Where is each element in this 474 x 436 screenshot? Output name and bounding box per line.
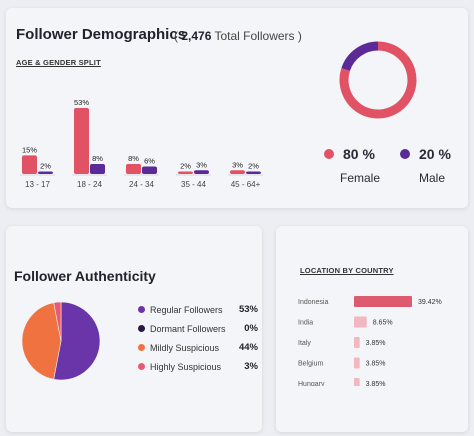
auth-item-label: Highly Suspicious [150, 361, 222, 372]
mild-dot [138, 344, 145, 351]
auth-item-label: Mildly Suspicious [150, 342, 220, 353]
auth-item-mild: Mildly Suspicious 44% [138, 342, 258, 353]
female-label: Female [340, 171, 381, 185]
auth-item-dormant: Dormant Followers 0% [138, 323, 258, 334]
bar-male [38, 171, 53, 174]
x-tick-label: 45 - 64+ [231, 180, 261, 188]
x-tick-label: 18 - 24 [77, 180, 102, 188]
bar-female [126, 164, 141, 174]
bar-female [178, 171, 193, 174]
authenticity-card: Follower Authenticity Regular Followers … [6, 226, 262, 432]
authenticity-pie-chart [21, 301, 101, 381]
auth-item-value: 0% [244, 323, 258, 334]
bar-value-label: 8.65% [373, 320, 393, 327]
y-tick-label: Italy [298, 340, 311, 347]
country-bar [354, 296, 412, 307]
pie-slice-mildly-suspicious [21, 302, 62, 380]
auth-item-regular: Regular Followers 53% [138, 304, 258, 315]
gender-donut-chart [339, 41, 417, 119]
bar-value-label: 3% [196, 160, 207, 169]
auth-item-value: 53% [238, 304, 258, 315]
auth-item-value: 3% [244, 361, 258, 372]
demographics-card: Follower Demographics ( 2,476 Total Foll… [6, 8, 468, 208]
bar-value-label: 8% [92, 154, 103, 163]
pie-slice-regular-followers [53, 301, 101, 381]
total-followers: ( 2,476 Total Followers ) [174, 29, 302, 43]
bar-male [194, 170, 209, 174]
bar-value-label: 6% [144, 157, 155, 166]
auth-item-label: Regular Followers [150, 304, 223, 315]
demographics-title: Follower Demographics [16, 26, 187, 43]
location-label: LOCATION BY COUNTRY [300, 266, 394, 275]
total-followers-label: Total Followers [214, 29, 295, 43]
location-card: LOCATION BY COUNTRY Indonesia 39.42% India… [276, 226, 468, 432]
bar-value-label: 3.85% [366, 361, 386, 368]
authenticity-title: Follower Authenticity [14, 268, 156, 284]
y-tick-label: Indonesia [298, 299, 328, 306]
x-tick-label: 35 - 44 [181, 180, 206, 188]
male-label: Male [419, 171, 446, 185]
y-tick-label: India [298, 320, 313, 327]
country-bar [354, 316, 367, 328]
female-pct: 80 % [343, 146, 375, 162]
donut-segment-female [339, 41, 417, 119]
country-bar [354, 357, 360, 369]
auth-item-value: 44% [238, 342, 258, 353]
total-followers-count: 2,476 [181, 29, 212, 43]
auth-item-label: Dormant Followers [150, 323, 226, 334]
male-legend: 20 % [400, 146, 451, 162]
bar-value-label: 3.85% [366, 381, 386, 386]
y-tick-label: Belgium [298, 361, 323, 368]
bar-value-label: 2% [180, 162, 191, 171]
male-pct: 20 % [419, 146, 451, 162]
female-legend: 80 % [324, 146, 375, 162]
donut-segment-male [341, 41, 379, 72]
y-tick-label: Hungary [298, 381, 325, 386]
high-dot [138, 363, 145, 370]
country-bar [354, 378, 360, 386]
location-bar-chart: Indonesia 39.42% India 8.65% Italy 3.85% Belgi… [298, 296, 442, 386]
bar-value-label: 39.42% [418, 299, 442, 306]
female-dot [324, 149, 334, 159]
bar-female [22, 155, 37, 174]
bar-value-label: 2% [248, 162, 259, 171]
regular-dot [138, 306, 145, 313]
bar-female [230, 170, 245, 174]
bar-male [246, 171, 261, 174]
dormant-dot [138, 325, 145, 332]
country-bar [354, 337, 360, 348]
bar-value-label: 15% [22, 145, 37, 154]
bar-value-label: 8% [128, 154, 139, 163]
bar-female [74, 108, 89, 174]
bar-value-label: 2% [40, 162, 51, 171]
auth-item-high: Highly Suspicious 3% [138, 361, 258, 372]
x-tick-label: 13 - 17 [25, 180, 50, 188]
male-dot [400, 149, 410, 159]
pie-slice-highly-suspicious [53, 301, 62, 342]
bar-value-label: 3.85% [366, 340, 386, 347]
bar-value-label: 3% [232, 160, 243, 169]
age-gender-label: AGE & GENDER SPLIT [16, 58, 101, 67]
bar-male [90, 164, 105, 174]
bar-value-label: 53% [74, 98, 89, 107]
bar-male [142, 166, 157, 174]
x-tick-label: 24 - 34 [129, 180, 154, 188]
